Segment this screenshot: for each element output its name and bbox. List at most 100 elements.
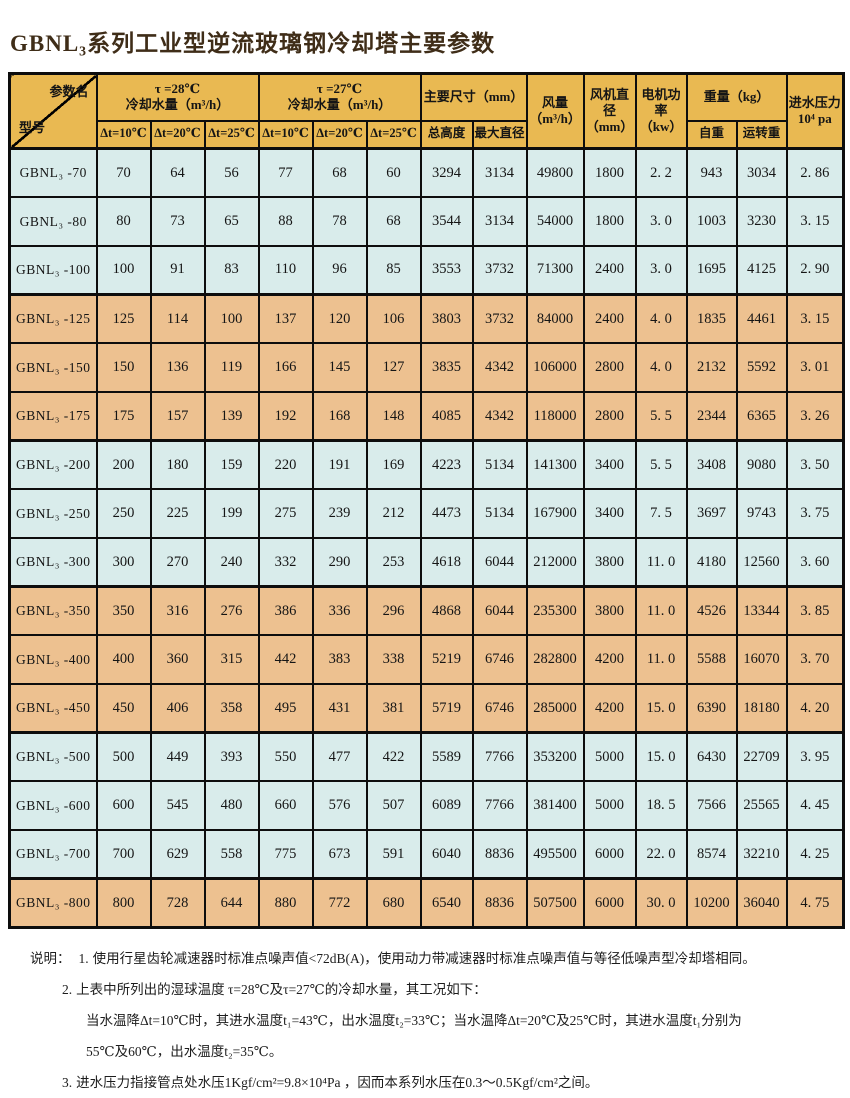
subheader-self-weight: 自重 [685,119,738,150]
value-cell: 65 [203,196,260,247]
value-cell: 148 [365,390,422,443]
value-cell: 422 [365,731,422,783]
model-cell: GBNL₃ -80 [8,196,98,247]
header-main-dimensions: 主要尺寸（mm） [419,72,528,122]
value-cell: 360 [149,634,206,686]
value-cell: 4342 [471,342,528,393]
model-cell: GBNL₃ -400 [8,634,98,686]
value-cell: 386 [257,585,314,637]
value-cell: 100 [95,244,152,297]
value-cell: 332 [257,537,314,589]
value-cell: 212000 [525,537,585,589]
value-cell: 30. 0 [634,877,688,929]
value-cell: 300 [95,537,152,589]
value-cell: 175 [95,390,152,443]
model-cell: GBNL₃ -125 [8,293,98,345]
value-cell: 276 [203,585,260,637]
value-cell: 4125 [735,244,788,297]
value-cell: 2400 [582,244,637,297]
value-cell: 1003 [685,196,738,247]
value-cell: 106000 [525,342,585,393]
value-cell: 84000 [525,293,585,345]
value-cell: 106 [365,293,422,345]
value-cell: 4461 [735,293,788,345]
value-cell: 180 [149,439,206,491]
value-cell: 250 [95,488,152,539]
value-cell: 2400 [582,293,637,345]
value-cell: 7766 [471,780,528,832]
value-cell: 550 [257,731,314,783]
table-row: GBNL₃ -450 450 406 358 495 431 381 5719 6746 2850… [8,683,845,735]
value-cell: 6044 [471,537,528,589]
value-cell: 167900 [525,488,585,539]
table-row: GBNL₃ -300 300 270 240 332 290 253 4618 6044 2120… [8,537,845,589]
value-cell: 4. 0 [634,293,688,345]
model-cell: GBNL₃ -200 [8,439,98,491]
value-cell: 4526 [685,585,738,637]
corner-model-label: 型号 [19,119,46,135]
value-cell: 3697 [685,488,738,539]
value-cell: 78 [311,196,368,247]
value-cell: 2344 [685,390,738,443]
value-cell: 591 [365,829,422,881]
note-line: 说明： 1. 使用行星齿轮减速器时标准点噪声值<72dB(A)，使用动力带减速器时标… [8,943,842,974]
value-cell: 772 [311,877,368,929]
value-cell: 3553 [419,244,474,297]
value-cell: 9080 [735,439,788,491]
value-cell: 166 [257,342,314,393]
value-cell: 5219 [419,634,474,686]
value-cell: 545 [149,780,206,832]
value-cell: 381400 [525,780,585,832]
value-cell: 32210 [735,829,788,881]
value-cell: 6390 [685,683,738,735]
value-cell: 9743 [735,488,788,539]
value-cell: 119 [203,342,260,393]
note-number: 3. [62,1075,73,1090]
value-cell: 275 [257,488,314,539]
header-motor-power: 电机功 率（kw） [634,72,688,150]
value-cell: 22709 [735,731,788,783]
table-row: GBNL₃ -175 175 157 139 192 168 148 4085 4342 1180… [8,390,845,443]
value-cell: 5134 [471,488,528,539]
value-cell: 4085 [419,390,474,443]
value-cell: 137 [257,293,314,345]
value-cell: 431 [311,683,368,735]
value-cell: 558 [203,829,260,881]
value-cell: 4. 45 [785,780,845,832]
value-cell: 225 [149,488,206,539]
value-cell: 4. 0 [634,342,688,393]
model-cell: GBNL₃ -450 [8,683,98,735]
corner-cell: 参数名 型号 [8,72,98,150]
value-cell: 383 [311,634,368,686]
value-cell: 350 [95,585,152,637]
value-cell: 68 [311,147,368,199]
value-cell: 118000 [525,390,585,443]
value-cell: 240 [203,537,260,589]
value-cell: 10200 [685,877,738,929]
value-cell: 150 [95,342,152,393]
value-cell: 169 [365,439,422,491]
value-cell: 3800 [582,537,637,589]
note-number: 2. [62,982,73,997]
value-cell: 114 [149,293,206,345]
value-cell: 2. 2 [634,147,688,199]
value-cell: 36040 [735,877,788,929]
value-cell: 576 [311,780,368,832]
value-cell: 3732 [471,244,528,297]
value-cell: 7766 [471,731,528,783]
value-cell: 22. 0 [634,829,688,881]
value-cell: 4473 [419,488,474,539]
value-cell: 270 [149,537,206,589]
value-cell: 3803 [419,293,474,345]
value-cell: 507500 [525,877,585,929]
value-cell: 145 [311,342,368,393]
value-cell: 4200 [582,683,637,735]
value-cell: 139 [203,390,260,443]
subheader-dt25-27: Δt=25℃ [365,119,422,150]
value-cell: 191 [311,439,368,491]
value-cell: 5588 [685,634,738,686]
header-fan-diameter: 风机直 径 （mm） [582,72,637,150]
value-cell: 3400 [582,439,637,491]
table-header: 参数名 型号 τ =28℃ 冷却水量（m³/h） τ =27℃ 冷却水量（m³/… [8,72,845,150]
